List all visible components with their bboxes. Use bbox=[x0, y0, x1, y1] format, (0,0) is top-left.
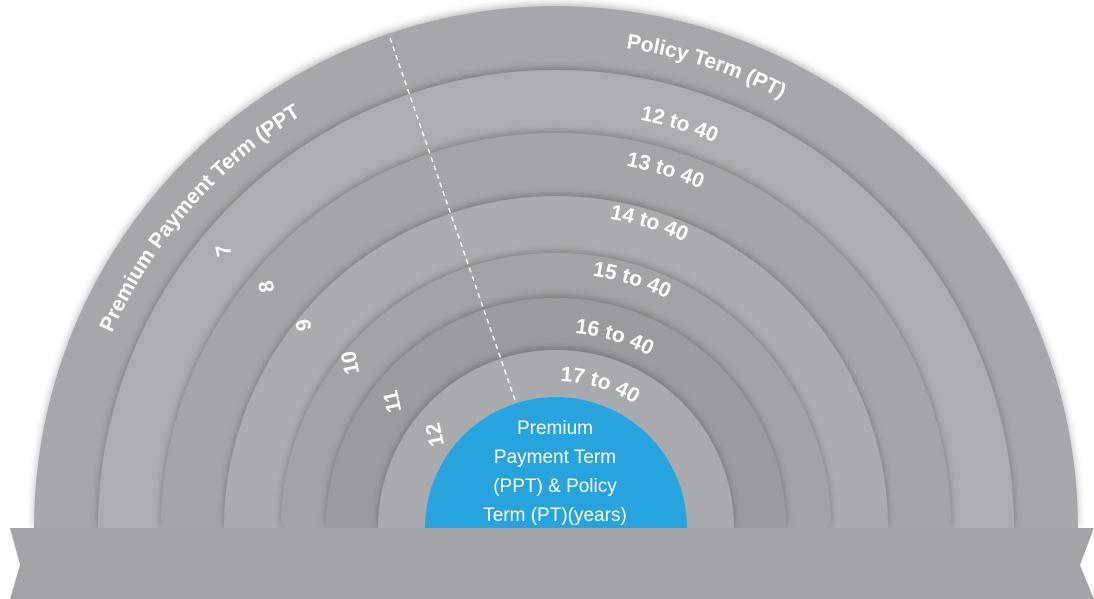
ppt-label: 9 bbox=[292, 317, 317, 333]
center-label: (PPT) & Policy bbox=[493, 476, 617, 497]
center-label: Term (PT)(years) bbox=[483, 505, 627, 526]
ppt-label: 11 bbox=[379, 388, 406, 415]
base bbox=[10, 528, 1094, 599]
rings bbox=[34, 6, 1078, 528]
center-label: Payment Term bbox=[494, 447, 616, 468]
ppt-label: 8 bbox=[255, 278, 280, 294]
ppt-label: 12 bbox=[422, 421, 449, 449]
center-disc bbox=[425, 397, 687, 528]
ppt-label: 7 bbox=[212, 243, 237, 259]
center-label: Premium bbox=[517, 418, 593, 439]
divider bbox=[389, 37, 516, 401]
ppt-label: 10 bbox=[337, 349, 364, 376]
